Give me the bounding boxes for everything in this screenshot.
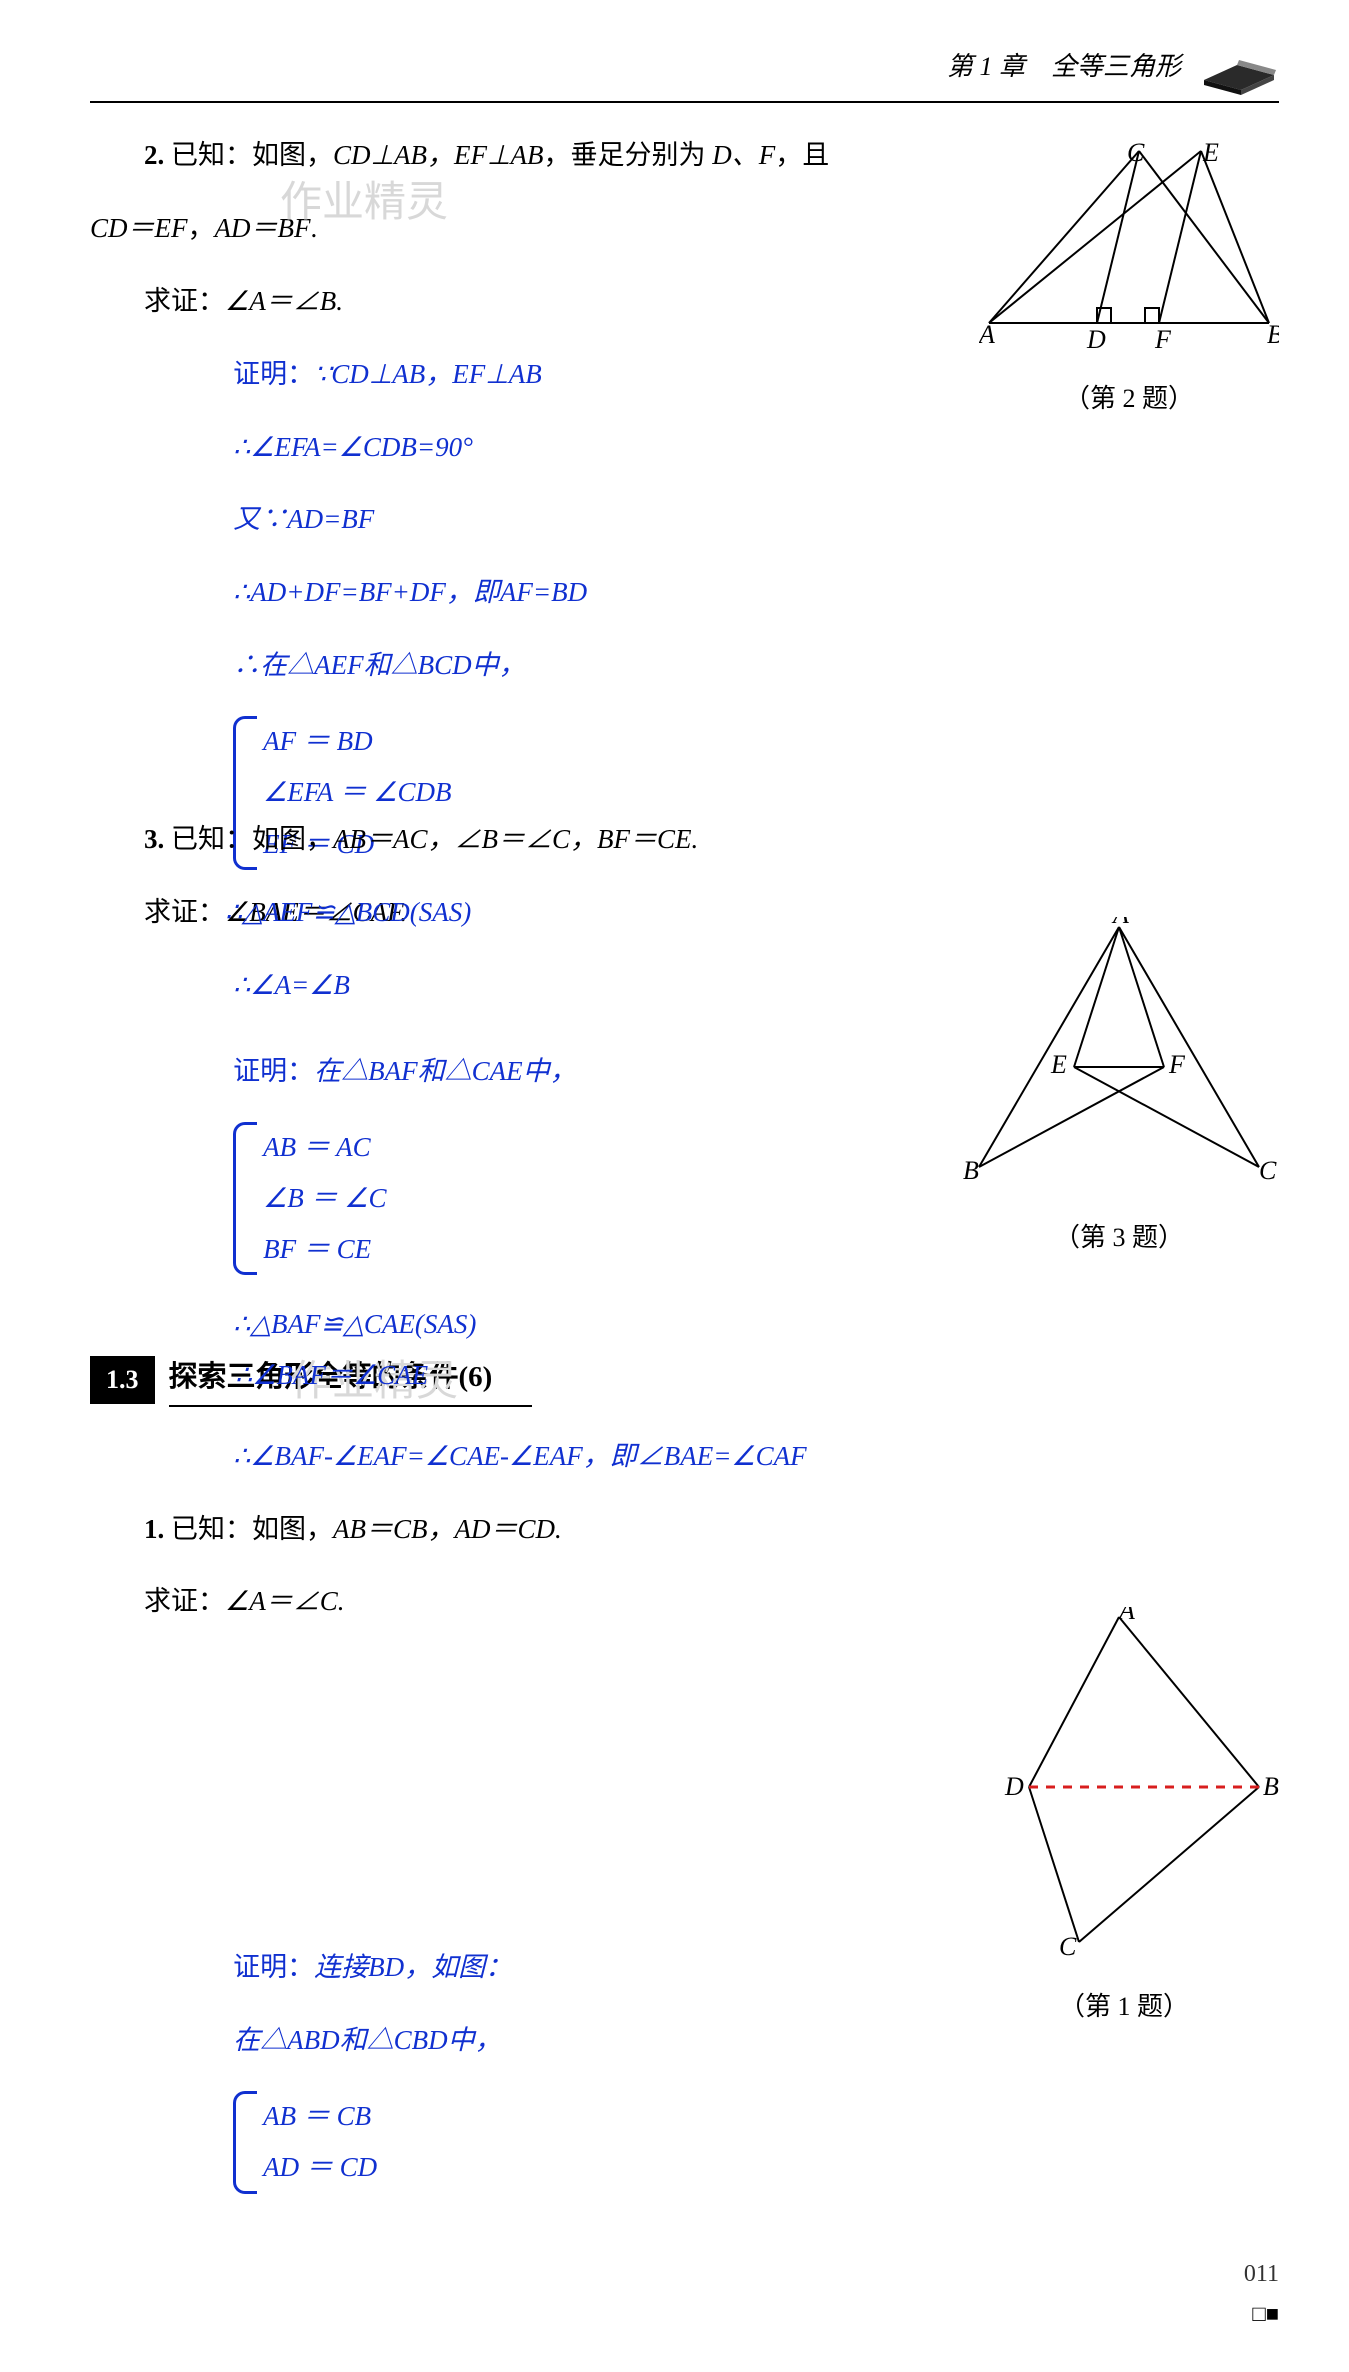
chapter-title: 第 1 章 全等三角形	[947, 45, 1181, 89]
problem-2: A B C E D F （第 2 题） 作业精灵 2. 已知：如图，CD⊥AB，…	[90, 133, 1279, 870]
problem-1b-brace: AB ＝ CB AD ＝ CD	[233, 2091, 1279, 2194]
svg-text:A: A	[1117, 1607, 1135, 1625]
problem-2-prove: 求证：∠A＝∠B.	[90, 279, 1279, 325]
figure-2-caption: （第 2 题）	[979, 377, 1279, 421]
page-marks: □■	[90, 2295, 1279, 2332]
problem-3-proof-last: ∴∠BAF-∠EAF=∠CAE-∠EAF，即∠BAE=∠CAF	[90, 1434, 1279, 1480]
page-header: 第 1 章 全等三角形	[90, 40, 1279, 103]
svg-text:D: D	[1086, 325, 1106, 348]
problem-3-prove: 求证：∠BAE＝∠CAF. ∴△AEF≌△BCD(SAS)	[90, 890, 1279, 936]
overlap-p3-line: ∴∠BAF＝∠CAE	[235, 1353, 428, 1399]
svg-text:D: D	[1004, 1772, 1024, 1801]
problem-2-proof: 证明：∵CD⊥AB，EF⊥AB ∴∠EFA=∠CDB=90° 又∵AD=BF ∴…	[90, 352, 1279, 870]
svg-text:B: B	[1263, 1772, 1279, 1801]
triangle-figure-1b: A B C D	[969, 1607, 1279, 1957]
problem-3-brace: AB ＝ AC ∠B ＝ ∠C BF ＝ CE	[233, 1122, 1279, 1276]
problem-3-statement: 3. 已知：如图，AB＝AC，∠B＝∠C，BF＝CE.	[90, 817, 1279, 863]
section-number: 1.3	[90, 1356, 155, 1404]
svg-text:C: C	[1059, 1932, 1077, 1957]
problem-3-number: 3.	[144, 824, 164, 854]
figure-1b-caption: （第 1 题）	[969, 1985, 1279, 2029]
problem-2-statement: 2. 已知：如图，CD⊥AB，EF⊥AB，垂足分别为 D、F，且	[90, 133, 1279, 179]
problem-1b-statement: 1. 已知：如图，AB＝CB，AD＝CD.	[90, 1507, 1279, 1553]
figure-1b: A B C D （第 1 题）	[969, 1607, 1279, 2030]
book-icon	[1199, 40, 1279, 95]
problem-3: A B C E F （第 3 题） 3. 已知：如图，AB＝AC，∠B＝∠C，B…	[90, 817, 1279, 1375]
problem-1b-number: 1.	[144, 1514, 164, 1544]
problem-1b: A B C D （第 1 题） 1. 已知：如图，AB＝CB，AD＝CD. 求证…	[90, 1507, 1279, 2194]
section-title: 作业精灵 1.3 探索三角形全等的条件(6) ∴∠BAF＝∠CAE	[90, 1353, 1279, 1406]
svg-text:F: F	[1154, 325, 1172, 348]
problem-2-line2: CD＝EF，AD＝BF.	[90, 206, 1279, 252]
svg-text:F: F	[1168, 1050, 1186, 1079]
page-number: 011	[90, 2254, 1279, 2295]
svg-text:E: E	[1050, 1050, 1067, 1079]
problem-2-number: 2.	[144, 140, 164, 170]
